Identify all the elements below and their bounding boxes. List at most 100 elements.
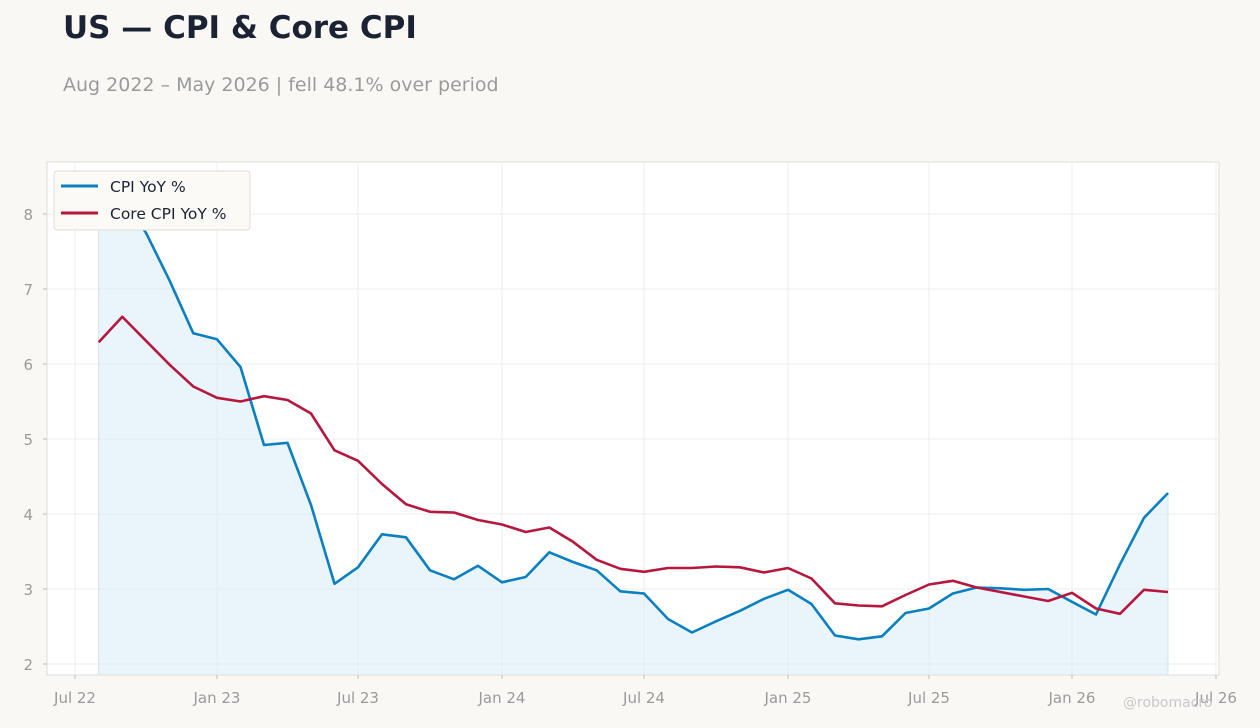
cpi-point [857,637,861,641]
cpi-point [356,565,360,569]
grid [47,162,1219,675]
cpi-point [1142,516,1146,520]
x-tick-label: Jan 25 [764,689,812,707]
cpi-point [452,577,456,581]
legend-label: CPI YoY % [110,178,186,196]
cpi-point [476,564,480,568]
core-cpi-point [1070,591,1074,595]
cpi-point [618,589,622,593]
core-cpi-point [239,400,243,404]
legend-label: Core CPI YoY % [110,205,227,223]
cpi-point [428,568,432,572]
core-cpi-point [1118,612,1122,616]
core-cpi-point [144,339,148,343]
core-cpi-point [215,396,219,400]
core-cpi-point [380,482,384,486]
cpi-point [404,535,408,539]
legend-box [53,170,251,231]
core-cpi-point [880,604,884,608]
series-area [98,197,1169,675]
chart-subtitle: Aug 2022 – May 2026 | fell 48.1% over pe… [63,74,499,96]
cpi-point [1046,587,1050,591]
core-cpi-point [666,566,670,570]
core-cpi-point [1142,588,1146,592]
cpi-point [951,592,955,596]
x-tick-label: Jan 23 [193,689,241,707]
cpi-point [144,231,148,235]
cpi-point [595,568,599,572]
cpi-point [333,582,337,586]
core-cpi-point [452,511,456,515]
legend: CPI YoY % Core CPI YoY % [53,170,251,231]
cpi-point [999,586,1003,590]
x-tick-label: Jul 22 [53,689,96,707]
core-cpi-point [571,540,575,544]
cpi-point [927,607,931,611]
cpi-point [239,365,243,369]
core-cpi-point [404,502,408,506]
core-cpi-point [999,590,1003,594]
cpi-point [191,331,195,335]
cpi-point [690,631,694,635]
cpi-point [380,532,384,536]
core-cpi-point [356,459,360,463]
cpi-point [168,279,172,283]
x-tick-label: Jul 24 [622,689,665,707]
y-tick-label: 3 [23,581,33,599]
core-cpi-point [500,523,504,527]
core-cpi-point [476,518,480,522]
cpi-point [1166,491,1170,495]
cpi-point [666,617,670,621]
y-tick-label: 8 [23,206,33,224]
core-cpi-point [97,340,101,344]
core-cpi-point [191,385,195,389]
y-tick-label: 7 [23,281,33,299]
cpi-point [215,337,219,341]
cpi-point [571,560,575,564]
y-tick-label: 4 [23,506,33,524]
core-cpi-point [168,363,172,367]
cpi-point [500,580,504,584]
core-cpi-point [1166,590,1170,594]
x-tick-label: Jul 26 [1194,689,1237,707]
x-axis: Jul 22 Jan 23 Jul 23 Jan 24 Jul 24 Jan 25 Jul … [53,675,1237,707]
core-cpi-point [262,394,266,398]
core-cpi-point [547,526,551,530]
core-cpi-point [904,593,908,597]
area-layer [98,197,1169,675]
core-cpi-point [1094,607,1098,611]
core-cpi-point [428,510,432,514]
cpi-point [524,575,528,579]
core-cpi-point [120,315,124,319]
core-cpi-point [524,530,528,534]
core-cpi-point [951,579,955,583]
cpi-point [286,441,290,445]
core-cpi-point [618,567,622,571]
y-axis: 2 3 4 5 6 7 8 [23,206,47,674]
watermark: @robomacro [1123,695,1213,711]
y-tick-label: 5 [23,431,33,449]
core-cpi-point [286,398,290,402]
core-cpi-point [333,448,337,452]
cpi-point [762,597,766,601]
x-tick-label: Jul 23 [336,689,379,707]
cpi-point [1094,613,1098,617]
chart-title: US — CPI & Core CPI [63,10,417,46]
cpi-series-line [98,196,1169,641]
core-cpi-point [786,566,790,570]
core-cpi-point [1046,599,1050,603]
core-cpi-point [690,566,694,570]
cpi-point [262,443,266,447]
core-cpi-point [927,583,931,587]
core-cpi-point [595,558,599,562]
cpi-point [904,611,908,615]
cpi-point [309,503,313,507]
core-cpi-series-line [97,315,1169,616]
x-tick-label: Jul 25 [907,689,950,707]
cpi-point [810,602,814,606]
cpi-point [642,592,646,596]
lines-layer [97,196,1170,641]
core-cpi-point [975,586,979,590]
core-cpi-point [833,601,837,605]
